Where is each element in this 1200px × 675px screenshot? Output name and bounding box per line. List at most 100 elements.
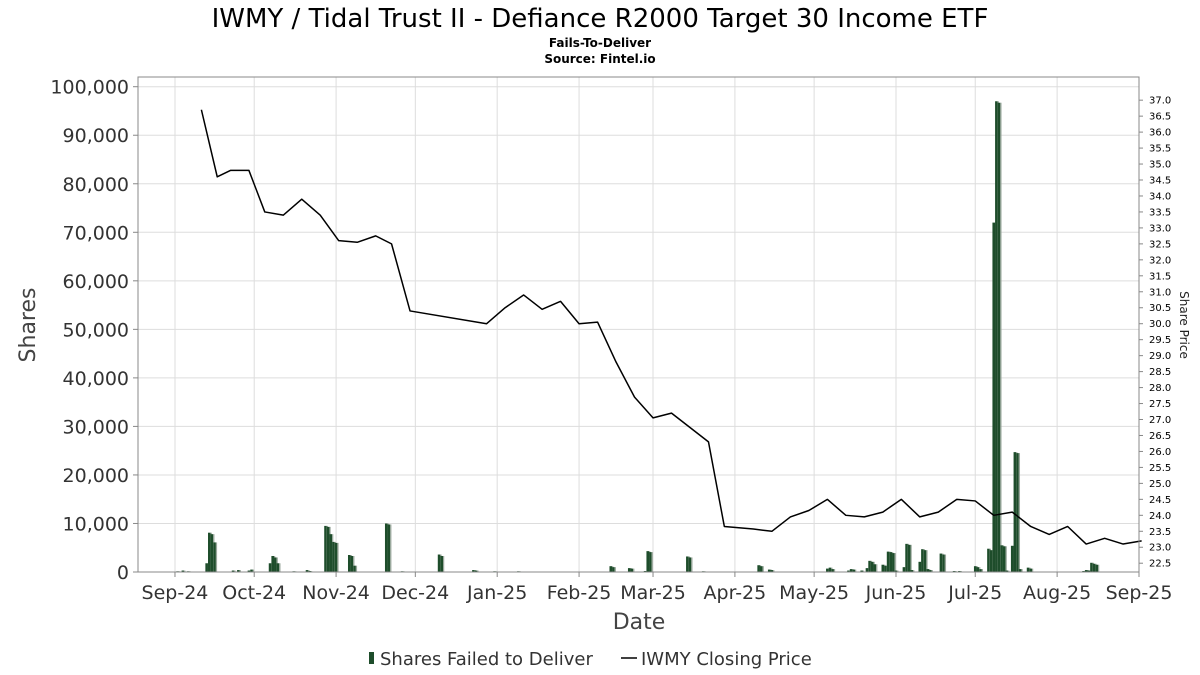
x-tick-label: Aug-25	[1023, 582, 1091, 604]
x-tick-label: Sep-24	[142, 582, 209, 604]
ftd-bar	[992, 222, 996, 572]
left-y-axis-ticks: 0 10,000 20,000 30,000 40,000 50,000 60,000 70,…	[50, 77, 138, 584]
ftd-bar-shadow	[1000, 102, 1002, 572]
y2-tick-label: 36.0	[1149, 128, 1171, 139]
ftd-bar	[1087, 570, 1091, 572]
ftd-bar-shadow	[762, 566, 764, 572]
y-tick-label: 0	[117, 562, 129, 584]
ftd-bar	[1005, 570, 1009, 572]
ftd-bar	[268, 563, 272, 572]
x-tick-label: Apr-25	[704, 582, 767, 604]
ftd-bar-shadow	[353, 555, 355, 572]
y2-tick-label: 34.5	[1149, 176, 1171, 187]
ftd-bar-shadow	[477, 570, 479, 572]
x-tick-label: Jun-25	[865, 582, 927, 604]
ftd-bar-shadow	[651, 552, 653, 572]
ftd-bar	[847, 570, 850, 572]
ftd-bar	[237, 570, 240, 572]
ftd-bar	[828, 567, 832, 572]
ftd-bar	[939, 553, 943, 572]
ftd-bar	[271, 555, 274, 572]
ftd-bar-shadow	[184, 570, 186, 572]
ftd-bar	[208, 532, 211, 572]
ftd-bar	[757, 565, 760, 572]
y2-tick-label: 29.0	[1149, 351, 1171, 362]
ftd-bar-shadow	[931, 570, 933, 572]
y-tick-label: 30,000	[63, 416, 129, 438]
legend-bar-label: Shares Failed to Deliver	[380, 649, 593, 670]
y2-tick-label: 27.0	[1149, 415, 1171, 426]
ftd-bar-shadow	[355, 565, 358, 572]
ftd-bar	[213, 542, 216, 572]
ftd-bar	[326, 526, 330, 572]
ftd-bar	[353, 565, 356, 572]
y2-tick-label: 27.5	[1149, 399, 1171, 410]
y2-tick-label: 24.0	[1149, 511, 1171, 522]
ftd-bar	[995, 101, 998, 572]
ftd-bar	[902, 567, 906, 572]
x-axis-ticks: Sep-24 Oct-24 Nov-24 Dec-24 Jan-25 Feb-25 Mar-…	[142, 572, 1173, 604]
ftd-bar	[387, 524, 391, 572]
x-tick-label: Mar-25	[620, 582, 686, 604]
ftd-bar-shadow	[773, 570, 775, 572]
y2-tick-label: 23.5	[1149, 527, 1171, 538]
ftd-bar-shadow	[1032, 568, 1034, 572]
ftd-bar	[767, 569, 771, 572]
ftd-bar	[997, 102, 1001, 572]
ftd-bar	[1095, 564, 1099, 572]
price-line	[200, 109, 1142, 545]
ftd-bar	[305, 570, 309, 572]
y-tick-label: 80,000	[63, 174, 129, 196]
ftd-bar	[210, 534, 214, 572]
ftd-bar	[649, 552, 652, 572]
legend-bar-swatch	[369, 652, 374, 664]
ftd-bar	[760, 566, 763, 572]
y2-tick-label: 25.5	[1149, 463, 1171, 474]
ftd-bar	[250, 569, 253, 572]
ftd-bar	[910, 570, 914, 572]
x-tick-label: Dec-24	[381, 582, 449, 604]
ftd-bar-shadow	[876, 564, 878, 572]
y-axis-label: Shares	[16, 288, 41, 363]
y2-tick-label: 23.0	[1149, 543, 1171, 554]
ftd-bar	[688, 557, 692, 572]
ftd-bar	[247, 570, 251, 572]
x-tick-label: Jan-25	[466, 582, 527, 604]
ftd-bar-shadow	[913, 570, 915, 572]
chart-title: IWMY / Tidal Trust II - Defiance R2000 T…	[212, 4, 989, 34]
ftd-bar-shadow	[234, 570, 236, 572]
y2-tick-label: 30.5	[1149, 303, 1171, 314]
ftd-bar	[973, 566, 977, 572]
ftd-bar	[918, 561, 922, 572]
ftd-bar	[989, 550, 993, 572]
y2-tick-label: 31.5	[1149, 271, 1171, 282]
y2-tick-label: 32.5	[1149, 239, 1171, 250]
x-tick-label: Sep-25	[1106, 582, 1173, 604]
ftd-bar-shadow	[1098, 564, 1100, 572]
ftd-bar	[831, 569, 834, 572]
plot-frame	[137, 76, 1140, 573]
ftd-bar	[894, 570, 898, 572]
ftd-bar	[437, 554, 441, 572]
y2-tick-label: 29.5	[1149, 335, 1171, 346]
y-tick-label: 70,000	[63, 222, 129, 244]
x-tick-label: Nov-24	[302, 582, 370, 604]
ftd-bar-shadow	[1018, 453, 1021, 572]
y2-tick-label: 35.5	[1149, 144, 1171, 155]
ftd-bar	[921, 549, 924, 572]
ftd-bar	[987, 548, 990, 572]
ftd-bar-shadow	[279, 563, 281, 572]
ftd-bar	[860, 570, 863, 572]
ftd-bar-shadow	[239, 570, 241, 572]
ftd-bar	[884, 565, 887, 572]
ftd-bar	[276, 563, 280, 572]
y2-tick-label: 28.5	[1149, 367, 1171, 378]
ftd-bar	[350, 555, 354, 572]
y2-tick-label: 36.5	[1149, 112, 1171, 123]
y2-tick-label: 32.0	[1149, 255, 1171, 266]
ftd-bar	[1026, 567, 1030, 572]
ftd-bar	[889, 552, 893, 572]
ftd-bar-shadow	[1005, 546, 1007, 572]
ftd-bar	[334, 542, 338, 572]
